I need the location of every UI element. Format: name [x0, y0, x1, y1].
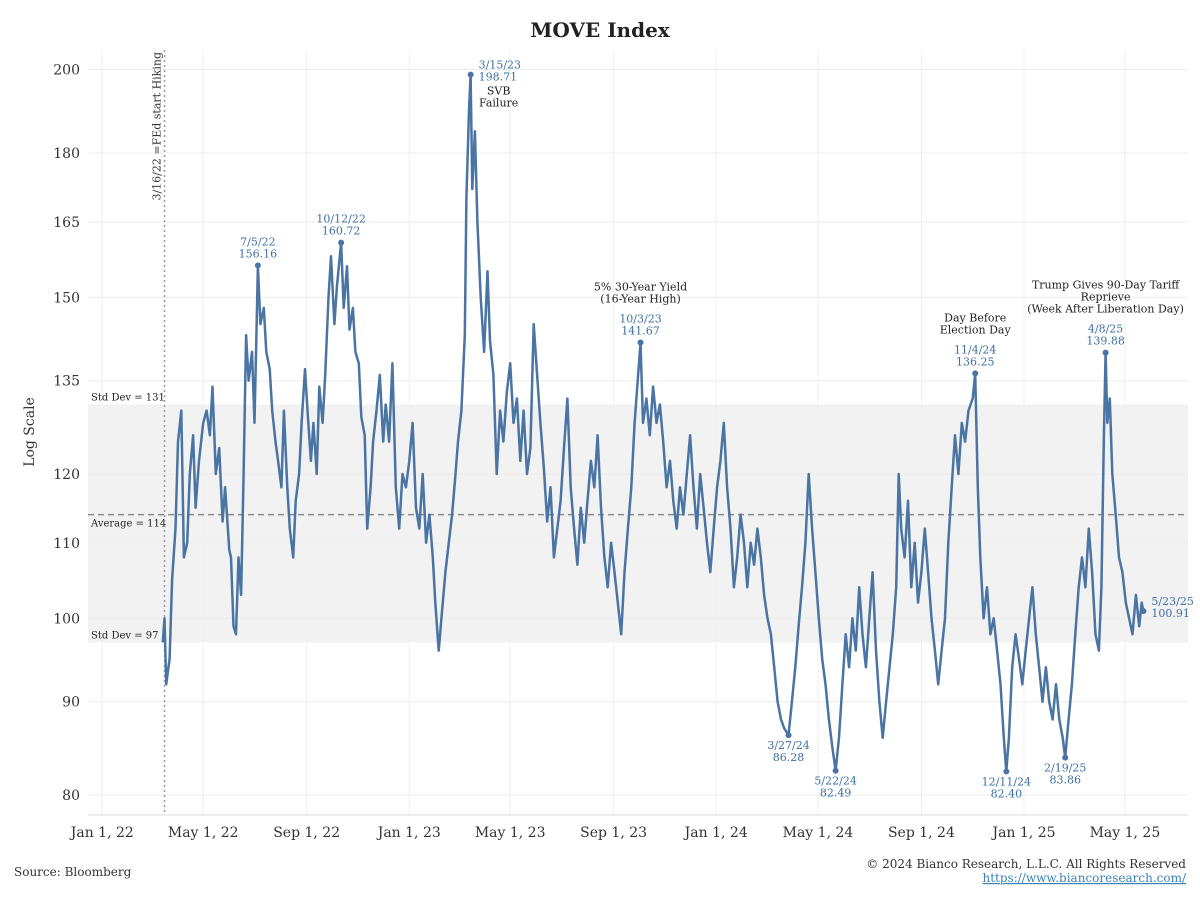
annotation-point [785, 732, 792, 739]
reference-label: Std Dev = 131 [91, 393, 165, 404]
annotation-date: 10/3/23 [619, 313, 661, 326]
annotation-date: 11/4/24 [954, 343, 996, 356]
y-tick-label: 100 [53, 611, 80, 627]
annotation-point [254, 262, 261, 269]
x-tick-label: May 1, 24 [783, 825, 854, 841]
annotation-value: 86.28 [773, 751, 805, 764]
y-axis-label: Log Scale [22, 397, 38, 467]
x-tick-label: Jan 1, 25 [990, 825, 1055, 841]
annotation-point [832, 767, 839, 774]
x-tick-label: May 1, 25 [1090, 825, 1161, 841]
annotation-value: 198.71 [479, 71, 518, 84]
annotation-date: 4/8/25 [1088, 323, 1123, 336]
y-tick-label: 150 [53, 290, 80, 306]
annotation-value: 100.91 [1151, 607, 1190, 620]
annotation-point [1140, 608, 1147, 615]
annotation-value: 160.72 [322, 225, 361, 238]
x-tick-label: May 1, 23 [475, 825, 546, 841]
annotation-value: 83.86 [1049, 774, 1081, 787]
x-tick-label: Jan 1, 24 [683, 825, 748, 841]
x-tick-label: May 1, 22 [168, 825, 239, 841]
annotation-value: 82.49 [820, 787, 852, 800]
annotation-point [338, 239, 345, 246]
annotation-point [1102, 349, 1109, 356]
copyright-note: © 2024 Bianco Research, L.L.C. All Right… [866, 857, 1186, 871]
annotation-date: 2/19/25 [1044, 762, 1086, 775]
annotation-note: (16-Year High) [600, 293, 680, 306]
annotation-note: 5% 30-Year Yield [594, 281, 687, 294]
annotation-value: 141.67 [621, 325, 660, 338]
annotation-note: Failure [479, 97, 518, 110]
annotation-date: 10/12/22 [316, 213, 365, 226]
y-tick-label: 165 [53, 215, 80, 231]
annotation-date: 3/27/24 [767, 739, 809, 752]
annotation-value: 156.16 [239, 247, 278, 260]
annotation-note: Election Day [940, 323, 1012, 336]
reference-label: Std Dev = 97 [91, 630, 159, 641]
x-tick-label: Jan 1, 22 [69, 825, 134, 841]
annotation-point [972, 370, 979, 377]
x-tick-label: Sep 1, 22 [273, 825, 340, 841]
annotation-point [637, 339, 644, 346]
annotation-date: 5/22/24 [814, 775, 856, 788]
annotation-value: 82.40 [991, 788, 1023, 801]
x-tick-label: Sep 1, 23 [580, 825, 647, 841]
annotation-date: 5/23/25 [1151, 595, 1193, 608]
source-note: Source: Bloomberg [14, 865, 132, 879]
annotation-point [1062, 754, 1069, 761]
y-tick-label: 135 [53, 374, 80, 390]
y-tick-label: 200 [53, 63, 80, 79]
annotation-date: 7/5/22 [240, 235, 275, 248]
annotation-value: 139.88 [1086, 335, 1125, 348]
reference-label: Average = 114 [90, 519, 166, 530]
annotation-note: Trump Gives 90-Day Tariff [1032, 279, 1180, 292]
y-tick-label: 180 [53, 146, 80, 162]
y-tick-label: 90 [62, 695, 80, 711]
plot-area: 80 90 100 110 120 135 150 165 180 200 Jan 1, 22 May… [53, 50, 1194, 841]
annotation-note: (Week After Liberation Day) [1027, 303, 1184, 316]
y-tick-label: 110 [53, 536, 80, 552]
website-link[interactable]: https://www.biancoresearch.com/ [982, 871, 1186, 885]
annotation-note: Day Before [944, 311, 1006, 324]
y-tick-label: 120 [53, 467, 80, 483]
annotation-date: 12/11/24 [982, 776, 1031, 789]
std-dev-band [88, 404, 1188, 643]
annotation-point [467, 71, 474, 78]
chart-title: MOVE Index [530, 18, 671, 42]
annotation-date: 3/15/23 [479, 59, 521, 72]
annotation-value: 136.25 [956, 355, 995, 368]
annotation-note: SVB [487, 85, 511, 98]
fed-hiking-label: 3/16/22 =FEd start Hiking [151, 52, 164, 201]
x-tick-label: Sep 1, 24 [888, 825, 955, 841]
y-tick-label: 80 [62, 788, 80, 804]
annotation-point [1003, 768, 1010, 775]
x-tick-label: Jan 1, 23 [376, 825, 441, 841]
annotation-note: Reprieve [1081, 291, 1131, 304]
